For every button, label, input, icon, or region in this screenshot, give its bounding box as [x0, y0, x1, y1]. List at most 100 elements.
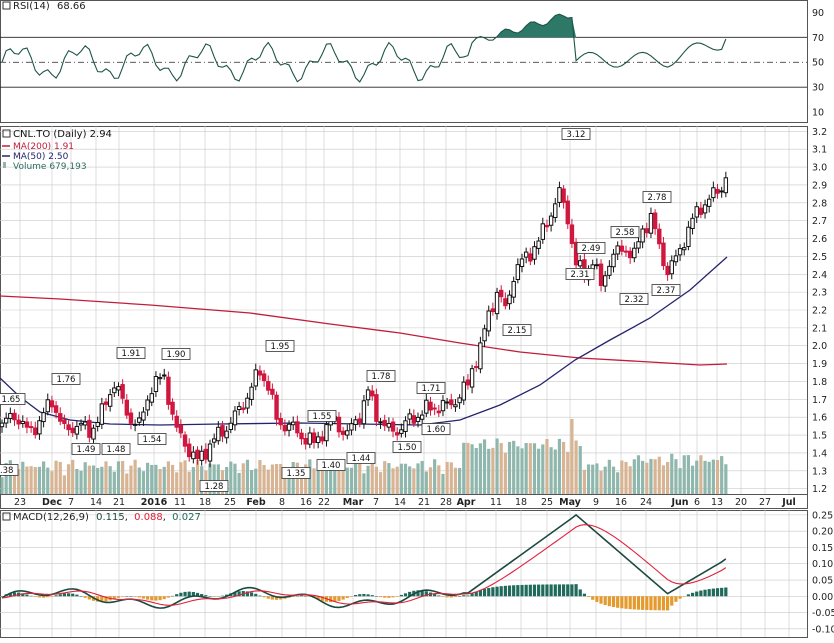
candle-body [0, 422, 5, 428]
macd-histogram-bar [295, 595, 299, 597]
candle-body [361, 400, 367, 425]
macd-histogram-bar [21, 593, 25, 597]
annotation-label: 1.38 [0, 466, 13, 476]
volume-bar [466, 442, 470, 494]
macd-histogram-bar [354, 595, 358, 597]
candle-body [8, 413, 13, 419]
rsi-legend: RSI(14) 68.66 [2, 1, 86, 12]
volume-bar [666, 461, 670, 494]
date-tick-label: 23 [14, 497, 26, 508]
price-tick-label: 1.8 [812, 377, 827, 388]
volume-bar [495, 438, 499, 494]
macd-panel: MACD(12,26,9) 0.115, 0.088, 0.027 0.25 0.… [0, 510, 834, 638]
date-tick-label: 20 [735, 497, 747, 508]
annotation-label: 1.95 [271, 342, 290, 352]
candle-body [112, 387, 117, 394]
macd-histogram-bar [187, 591, 191, 597]
volume-bar [624, 461, 628, 494]
volume-bar [146, 462, 150, 494]
macd-histogram-bar [632, 596, 636, 610]
date-tick-label: 21 [418, 497, 430, 508]
candle-body [157, 377, 163, 380]
price-tick-label: 2.0 [812, 341, 827, 352]
volume-bar [570, 419, 574, 494]
volume-bar [566, 451, 570, 494]
macd-histogram-bar [341, 596, 345, 600]
macd-histogram-bar [424, 591, 428, 597]
annotation-label: 2.32 [625, 295, 644, 305]
macd-histogram-bar [657, 596, 661, 611]
ma200-line [0, 295, 728, 366]
date-tick-label: Jul [781, 497, 796, 508]
candle-body [673, 255, 679, 263]
volume-bar [79, 470, 83, 494]
macd-histogram-bar [154, 596, 158, 601]
volume-bar [75, 468, 79, 494]
price-annotation: 1.54 [137, 433, 167, 445]
annotation-label: 1.78 [372, 372, 391, 382]
candle-body [632, 247, 637, 259]
candle-body [170, 401, 175, 415]
macd-histogram-bar [299, 595, 304, 597]
volume-bar [674, 459, 678, 494]
volume-bar [715, 459, 720, 494]
candle-body [436, 410, 442, 414]
macd-histogram-bar [42, 596, 46, 598]
macd-histogram-bar [537, 584, 541, 597]
candle-body [536, 240, 541, 249]
macd-histogram-bar [87, 596, 91, 600]
macd-histogram-bar [690, 592, 695, 597]
macd-histogram-bar [603, 596, 607, 606]
volume-bar [0, 477, 4, 494]
annotation-box [502, 324, 532, 336]
candle-body [178, 424, 184, 434]
annotation-label: 2.37 [657, 286, 676, 296]
candle-body [499, 289, 504, 298]
volume-bar [657, 456, 661, 494]
rsi-tick-label: 50 [812, 58, 824, 69]
macd-histogram-bar [366, 594, 370, 597]
candle-body [561, 188, 566, 203]
macd-histogram-bar [512, 585, 516, 597]
candle-body [37, 420, 42, 435]
candle-body [270, 388, 275, 395]
volume-bar [283, 468, 287, 494]
candle-body [407, 413, 412, 420]
candle-body [707, 198, 712, 207]
volume-bar [354, 462, 358, 494]
macd-histogram-bar [528, 584, 532, 597]
candle-body [16, 419, 21, 425]
candle-body [116, 386, 121, 391]
macd-histogram-bar [250, 592, 254, 597]
volume-bar [611, 466, 616, 494]
price-tick-label: 2.7 [812, 216, 827, 227]
volume-bar [349, 467, 354, 494]
macd-histogram-bar [337, 596, 341, 601]
volume-bar [170, 464, 175, 494]
macd-histogram-bar [433, 594, 437, 597]
macd-histogram-bar [266, 596, 270, 599]
candle-body [153, 376, 159, 392]
annotation-label: 1.90 [167, 350, 186, 360]
date-tick-label: 28 [440, 497, 452, 508]
price-tick-label: 2.1 [812, 323, 827, 334]
macd-histogram-bar [125, 596, 129, 597]
candle-body [320, 436, 325, 442]
volume-bar [46, 467, 50, 494]
annotation-box [366, 370, 396, 382]
candle-body [557, 187, 562, 203]
macd-histogram-bar [333, 596, 337, 602]
candle-body [569, 224, 575, 244]
macd-histogram-bar [58, 594, 62, 597]
candle-body [594, 264, 600, 267]
volume-bar [707, 461, 711, 494]
candle-body [257, 370, 263, 376]
price-annotation: 2.37 [651, 284, 681, 296]
candle-body [353, 419, 358, 426]
macd-histogram-bar [212, 596, 216, 597]
macd-histogram-bar [79, 596, 83, 597]
macd-histogram-bar [75, 594, 79, 597]
candle-body [548, 215, 554, 226]
candle-body [403, 420, 408, 432]
price-tick-label: 1.6 [812, 413, 827, 424]
